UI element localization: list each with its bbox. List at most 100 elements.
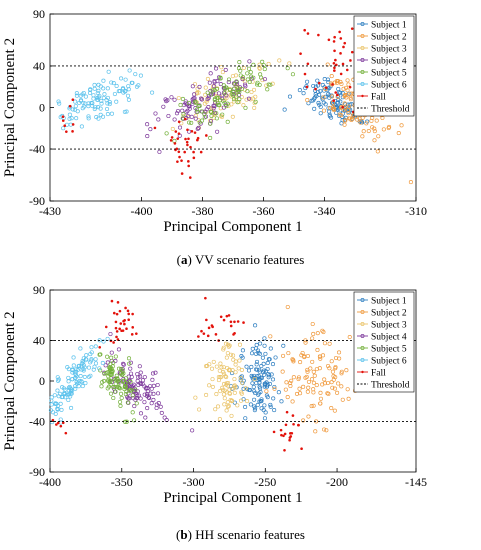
- point-fall: [68, 104, 72, 108]
- point-fall: [288, 436, 292, 439]
- point-subject-5: [255, 80, 260, 85]
- legend-item-subject-5: Subject 5: [357, 69, 407, 79]
- point-fall: [61, 119, 65, 122]
- point-subject-6: [68, 389, 74, 394]
- point-subject-1: [252, 397, 257, 402]
- point-subject-2: [349, 117, 355, 122]
- point-subject-4: [153, 111, 158, 116]
- point-subject-6: [80, 384, 85, 389]
- point-subject-6: [126, 97, 131, 102]
- point-subject-4: [132, 404, 137, 409]
- point-subject-2: [331, 374, 336, 379]
- point-subject-4: [231, 81, 236, 86]
- point-subject-2: [330, 385, 335, 390]
- y-tick-label: 0: [39, 101, 45, 115]
- point-subject-4: [138, 370, 143, 375]
- point-subject-1: [281, 343, 286, 348]
- point-subject-6: [62, 390, 67, 396]
- point-subject-5: [237, 97, 242, 102]
- point-fall: [332, 40, 336, 43]
- point-subject-6: [55, 406, 60, 411]
- point-subject-2: [329, 94, 334, 99]
- legend: Subject 1 Subject 2 Subject 3 Subject 4 Subj…: [353, 15, 415, 117]
- point-subject-3: [226, 403, 231, 409]
- point-subject-6: [79, 367, 84, 372]
- point-subject-1: [315, 78, 320, 83]
- point-subject-1: [250, 381, 255, 386]
- point-subject-2: [272, 386, 277, 391]
- point-subject-2: [289, 378, 294, 383]
- point-subject-4: [172, 117, 177, 122]
- point-subject-2: [305, 98, 310, 103]
- point-subject-6: [69, 116, 74, 121]
- point-subject-4: [138, 381, 144, 387]
- point-subject-4: [192, 92, 197, 97]
- point-subject-2: [335, 79, 341, 84]
- point-fall: [114, 320, 118, 324]
- point-subject-4: [247, 59, 252, 64]
- point-subject-4: [186, 103, 191, 108]
- point-subject-5: [226, 77, 232, 82]
- point-subject-5: [214, 116, 219, 121]
- point-fall: [211, 325, 214, 329]
- point-subject-2: [346, 82, 351, 87]
- point-fall: [127, 312, 131, 316]
- point-fall: [187, 160, 190, 163]
- point-subject-1: [243, 416, 248, 421]
- legend-item-subject-3: Subject 3: [357, 321, 407, 331]
- point-subject-1: [323, 94, 328, 99]
- point-subject-2: [320, 328, 325, 333]
- point-subject-4: [216, 91, 221, 96]
- point-fall: [126, 309, 130, 313]
- point-subject-2: [333, 365, 338, 370]
- y-tick-label: -90: [29, 194, 45, 208]
- point-subject-6: [86, 374, 92, 379]
- point-subject-5: [111, 395, 116, 401]
- point-subject-2: [358, 120, 363, 125]
- point-subject-1: [266, 375, 271, 380]
- point-fall: [306, 32, 310, 35]
- point-subject-6: [84, 357, 89, 362]
- point-subject-5: [125, 400, 130, 405]
- point-fall: [71, 130, 74, 133]
- legend-marker: [360, 58, 365, 62]
- point-subject-2: [332, 408, 337, 413]
- point-subject-5: [218, 76, 223, 81]
- point-subject-3: [249, 89, 254, 95]
- point-fall: [187, 137, 190, 141]
- point-subject-6: [70, 368, 75, 373]
- point-subject-5: [209, 113, 214, 119]
- point-fall: [180, 172, 184, 175]
- point-subject-1: [254, 362, 259, 367]
- point-subject-3: [230, 114, 235, 119]
- point-subject-2: [264, 389, 269, 394]
- point-subject-2: [342, 93, 348, 98]
- point-subject-5: [118, 391, 124, 396]
- point-subject-2: [366, 129, 371, 134]
- point-subject-5: [245, 71, 250, 76]
- y-tick-label: 40: [33, 59, 45, 73]
- point-subject-6: [96, 116, 101, 121]
- point-subject-3: [202, 101, 207, 106]
- point-fall: [334, 58, 337, 62]
- point-subject-6: [74, 116, 79, 121]
- point-subject-5: [107, 366, 113, 371]
- point-subject-4: [153, 370, 158, 375]
- point-fall: [177, 150, 181, 154]
- point-subject-3: [224, 390, 229, 395]
- point-subject-5: [205, 90, 210, 95]
- point-fall: [65, 130, 68, 133]
- point-subject-1: [261, 361, 266, 366]
- point-subject-2: [301, 418, 306, 423]
- legend-item-subject-4: Subject 4: [357, 57, 407, 67]
- point-subject-2: [306, 414, 311, 419]
- point-subject-2: [300, 350, 305, 356]
- point-subject-2: [327, 366, 332, 371]
- point-fall: [341, 105, 344, 109]
- point-subject-2: [309, 377, 315, 382]
- point-fall: [206, 334, 210, 338]
- point-subject-5: [123, 392, 128, 397]
- point-subject-4: [159, 410, 164, 415]
- point-subject-2: [297, 386, 302, 391]
- point-subject-2: [322, 427, 327, 432]
